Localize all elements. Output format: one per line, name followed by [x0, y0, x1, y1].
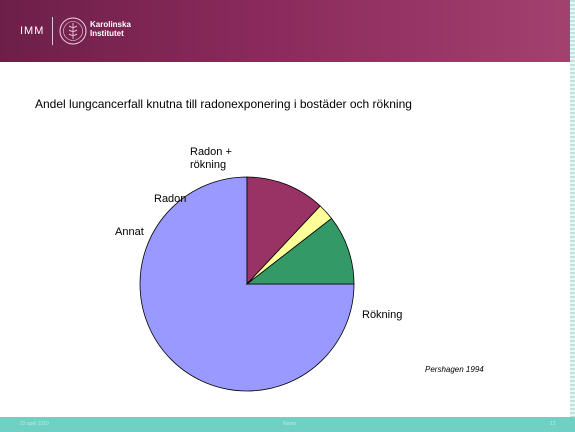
pie-slice-label: Rökning	[362, 309, 402, 321]
pie-slice-label: Radon + rökning	[190, 146, 232, 171]
institution-name-line1: Karolinska	[90, 20, 131, 29]
slide-title: Andel lungcancerfall knutna till radonex…	[35, 97, 412, 111]
slide-footer: 22 april 2010 Namn 13	[0, 417, 575, 432]
pie-slice	[246, 176, 321, 286]
institution-name-line2: Institutet	[90, 29, 124, 38]
footer-date: 22 april 2010	[20, 421, 49, 427]
source-citation: Pershagen 1994	[425, 365, 484, 374]
pie-slice	[139, 176, 355, 392]
decorative-side-border	[570, 0, 575, 432]
slide-header: IMM Karolinska Institutet	[0, 0, 575, 62]
pie-slice-label: Annat	[115, 226, 144, 238]
institution-name: Karolinska Institutet	[90, 20, 150, 38]
footer-page-number: 13	[550, 421, 556, 427]
header-divider	[52, 17, 53, 45]
pie-slice-label: Radon	[154, 193, 186, 205]
pie-slice	[245, 217, 355, 285]
footer-center-text: Namn	[283, 421, 297, 427]
karolinska-seal-icon	[59, 17, 87, 45]
department-label: IMM	[20, 25, 45, 37]
